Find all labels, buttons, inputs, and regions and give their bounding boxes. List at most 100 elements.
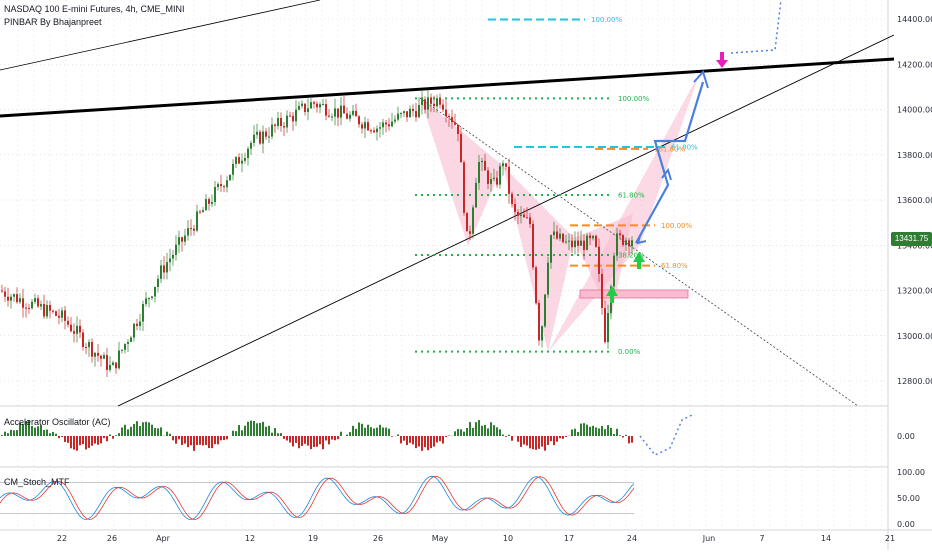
- osc-bar: [490, 422, 492, 436]
- osc-bar: [448, 435, 450, 436]
- osc-bar: [544, 436, 546, 451]
- osc-bar: [139, 426, 141, 436]
- osc-bar: [583, 423, 585, 436]
- candle-body: [292, 116, 294, 121]
- candle-body: [505, 163, 507, 167]
- osc-bar: [187, 436, 189, 447]
- candle-body: [409, 109, 411, 117]
- osc-bar: [199, 436, 201, 445]
- osc-bar: [397, 434, 399, 436]
- osc-bar: [349, 432, 351, 436]
- candle-body: [589, 236, 591, 239]
- osc-bar: [418, 436, 420, 446]
- candle-body: [550, 235, 552, 263]
- osc-bar: [274, 428, 276, 436]
- osc-bar: [196, 436, 198, 445]
- osc-bar: [424, 436, 426, 447]
- candle-body: [580, 241, 582, 246]
- osc-bar: [202, 436, 204, 445]
- osc-bar: [619, 435, 621, 436]
- candle-body: [487, 170, 489, 183]
- osc-bar: [610, 428, 612, 436]
- candle-body: [130, 338, 132, 343]
- candle-body: [544, 295, 546, 327]
- osc-bar: [586, 425, 588, 436]
- candle-body: [304, 104, 306, 112]
- candle-body: [586, 236, 588, 250]
- osc-bar: [436, 436, 438, 443]
- osc-bar: [88, 436, 90, 448]
- candle-body: [379, 127, 381, 128]
- candle-body: [109, 365, 111, 370]
- candle-body: [220, 184, 222, 186]
- candle-body: [460, 134, 462, 162]
- candle-body: [376, 129, 378, 133]
- candle-body: [160, 265, 162, 278]
- candle-body: [418, 105, 420, 117]
- osc-bar: [259, 423, 261, 436]
- osc-bar: [496, 427, 498, 436]
- osc-bar: [208, 436, 210, 448]
- osc-bar: [160, 427, 162, 436]
- candle-body: [331, 117, 333, 118]
- osc-bar: [112, 436, 114, 439]
- candle-body: [565, 241, 567, 242]
- candle-body: [127, 342, 129, 344]
- candle-body: [106, 355, 108, 370]
- candle-body: [61, 310, 63, 317]
- osc-bar: [313, 436, 315, 447]
- osc-bar: [511, 436, 513, 441]
- candle-body: [529, 217, 531, 224]
- candle-body: [559, 234, 561, 239]
- osc-bar: [562, 436, 564, 439]
- oscillator-label: Accelerator Oscillator (AC): [4, 417, 111, 427]
- osc-bar: [268, 426, 270, 436]
- candle-body: [469, 231, 471, 234]
- osc-bar: [178, 436, 180, 439]
- stoch-tick-label: 50.00: [897, 494, 920, 503]
- indicator-label: PINBAR By Bhajanpreet: [4, 17, 102, 27]
- osc-bar: [49, 433, 51, 436]
- candle-body: [523, 215, 525, 218]
- candle-body: [217, 184, 219, 187]
- candle-body: [169, 259, 171, 263]
- osc-bar: [37, 426, 39, 436]
- candle-body: [163, 265, 165, 272]
- x-tick-label: 7: [759, 534, 764, 543]
- candle-body: [373, 131, 375, 133]
- candle-body: [484, 161, 486, 170]
- candle-body: [601, 274, 603, 308]
- osc-bar: [631, 436, 633, 443]
- candle-body: [430, 97, 432, 103]
- candle-body: [457, 125, 459, 134]
- x-tick-label: 21: [885, 534, 895, 543]
- osc-bar: [154, 428, 156, 436]
- osc-bar: [589, 427, 591, 436]
- osc-bar: [412, 436, 414, 444]
- osc-bar: [370, 427, 372, 436]
- candle-body: [337, 108, 339, 117]
- osc-bar: [325, 436, 327, 440]
- candle-body: [607, 313, 609, 342]
- osc-bar: [355, 429, 357, 436]
- y-tick-label: 13000.00: [897, 332, 932, 341]
- osc-bar: [421, 436, 423, 451]
- osc-bar: [64, 436, 66, 442]
- osc-bar: [517, 436, 519, 442]
- candle-body: [151, 296, 153, 298]
- candle-body: [100, 356, 102, 359]
- osc-bar: [382, 428, 384, 436]
- candle-body: [322, 104, 324, 105]
- osc-bar: [16, 430, 18, 436]
- candle-body: [64, 310, 66, 320]
- candle-body: [433, 104, 435, 106]
- candle-body: [511, 194, 513, 204]
- osc-bar: [484, 425, 486, 436]
- x-tick-label: Jun: [702, 534, 716, 543]
- candle-body: [115, 362, 117, 368]
- candle-body: [19, 298, 21, 302]
- candle-body: [367, 122, 369, 130]
- osc-bar: [106, 436, 108, 441]
- candle-body: [58, 316, 60, 318]
